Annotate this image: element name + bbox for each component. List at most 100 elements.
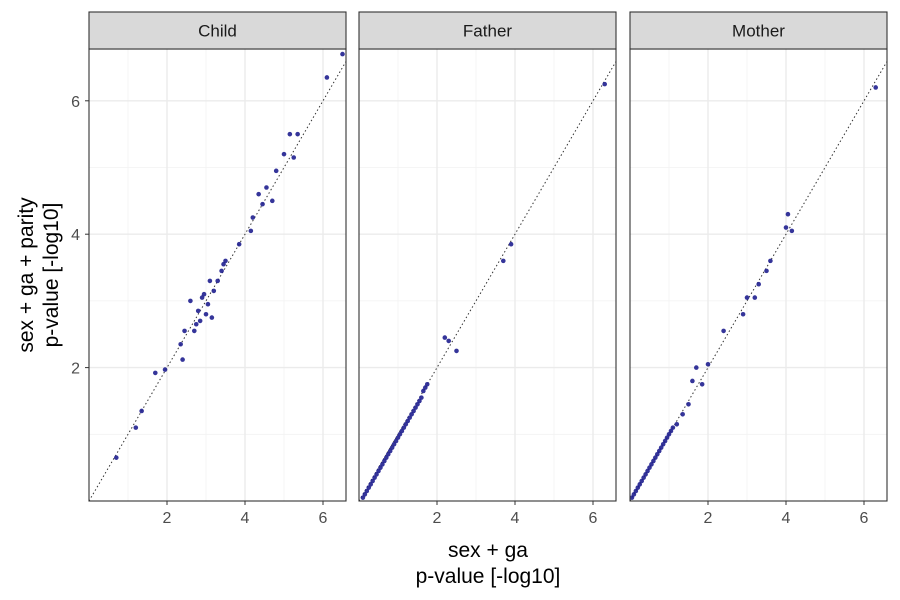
- data-point: [221, 261, 226, 267]
- data-point: [411, 408, 416, 414]
- y-tick-label: 4: [71, 227, 80, 244]
- data-point: [273, 168, 279, 174]
- data-point: [873, 85, 878, 90]
- facet-strip: [629, 11, 888, 50]
- data-point: [209, 315, 215, 320]
- data-point: [668, 428, 674, 434]
- x-tick-label: 6: [319, 510, 328, 527]
- data-point: [385, 452, 391, 457]
- data-point: [389, 445, 395, 450]
- data-point: [643, 472, 648, 477]
- data-point: [690, 378, 695, 384]
- x-tick-label: 2: [163, 510, 172, 527]
- data-point: [382, 458, 387, 464]
- data-point: [324, 75, 330, 80]
- data-point: [270, 198, 275, 204]
- y-axis-title-line-1: sex + ga + parity: [15, 197, 38, 353]
- data-point: [639, 478, 644, 484]
- data-point: [203, 311, 209, 317]
- data-point: [699, 381, 705, 387]
- data-point: [207, 278, 213, 284]
- x-tick-label: 4: [511, 510, 520, 527]
- data-point: [295, 131, 300, 137]
- data-point: [752, 295, 758, 300]
- data-point: [637, 482, 643, 487]
- data-point: [785, 211, 791, 217]
- data-point: [658, 445, 664, 450]
- data-point: [421, 388, 426, 394]
- data-point: [340, 51, 345, 57]
- data-point: [764, 268, 769, 274]
- x-tick-label: 2: [433, 510, 442, 527]
- data-point: [372, 475, 377, 480]
- identity-reference-line: [88, 60, 347, 502]
- x-tick-label: 2: [704, 510, 713, 527]
- data-point: [424, 381, 430, 387]
- data-point: [395, 435, 401, 440]
- facet-strip-label: Child: [198, 22, 237, 41]
- data-point: [360, 495, 366, 500]
- data-point: [419, 395, 424, 400]
- data-point: [740, 311, 746, 317]
- data-point: [197, 318, 203, 324]
- data-point: [192, 328, 197, 334]
- data-point: [393, 438, 399, 444]
- data-point: [370, 478, 375, 484]
- data-point: [188, 298, 193, 304]
- x-tick-label: 4: [782, 510, 791, 527]
- data-point: [368, 482, 374, 487]
- x-axis-title-line-2: p-value [-log10]: [416, 565, 561, 588]
- data-point: [662, 438, 668, 444]
- data-point: [384, 455, 389, 460]
- y-tick-label: 2: [71, 361, 80, 378]
- data-point: [423, 385, 428, 390]
- data-point: [201, 291, 207, 297]
- data-point: [602, 81, 607, 87]
- data-point: [631, 492, 637, 497]
- data-point: [248, 228, 254, 234]
- data-point: [380, 462, 385, 467]
- data-point: [705, 361, 711, 367]
- data-point: [694, 365, 699, 370]
- data-point: [133, 425, 139, 430]
- x-tick-label: 6: [589, 510, 598, 527]
- data-point: [397, 432, 403, 437]
- data-point: [674, 421, 680, 427]
- data-point: [374, 472, 379, 477]
- data-point: [260, 201, 265, 207]
- data-point: [670, 425, 676, 430]
- panel-background: [359, 49, 616, 501]
- facet-strip: [358, 11, 617, 50]
- data-point: [442, 335, 448, 340]
- data-point: [199, 295, 205, 300]
- data-point: [649, 462, 654, 467]
- x-tick-label: 6: [860, 510, 869, 527]
- data-point: [401, 425, 407, 430]
- data-point: [417, 398, 422, 404]
- data-point: [635, 485, 641, 490]
- data-point: [182, 328, 187, 334]
- data-point: [645, 468, 650, 474]
- data-point: [789, 228, 795, 234]
- data-point: [399, 428, 405, 434]
- data-point: [407, 415, 413, 420]
- data-point: [647, 465, 652, 470]
- data-point: [405, 418, 411, 424]
- facet-strip: [88, 11, 347, 50]
- data-point: [641, 475, 646, 480]
- data-point: [413, 405, 418, 410]
- data-point: [180, 357, 185, 362]
- data-point: [291, 155, 297, 160]
- facet-strip-label: Father: [463, 22, 512, 41]
- data-point: [223, 258, 228, 264]
- data-point: [446, 338, 452, 344]
- data-point: [783, 225, 789, 230]
- data-point: [376, 468, 381, 474]
- data-point: [655, 452, 660, 457]
- data-point: [366, 485, 372, 490]
- data-point: [656, 448, 662, 454]
- y-tick-label: 6: [71, 94, 80, 111]
- y-axis-title-line-2: p-value [-log10]: [40, 203, 63, 348]
- data-point: [768, 258, 773, 264]
